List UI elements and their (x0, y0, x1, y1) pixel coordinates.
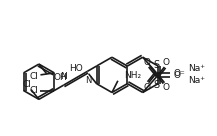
Text: Cl: Cl (29, 86, 38, 95)
Text: HO: HO (69, 64, 83, 73)
Text: S: S (153, 60, 160, 70)
Text: O: O (163, 58, 170, 67)
Text: O: O (163, 83, 170, 92)
Text: Cl: Cl (29, 72, 38, 81)
Text: N: N (85, 76, 91, 85)
Text: O⁻: O⁻ (173, 71, 185, 80)
Text: Cl: Cl (23, 80, 31, 89)
Text: Na⁺: Na⁺ (188, 64, 205, 73)
Text: O⁻: O⁻ (173, 69, 185, 78)
Text: O: O (143, 83, 150, 92)
Text: O: O (143, 58, 150, 67)
Text: NH₂: NH₂ (124, 71, 141, 80)
Text: N: N (60, 72, 67, 81)
Text: S: S (153, 80, 160, 90)
Text: OH: OH (54, 73, 67, 82)
Text: Na⁺: Na⁺ (188, 76, 205, 85)
